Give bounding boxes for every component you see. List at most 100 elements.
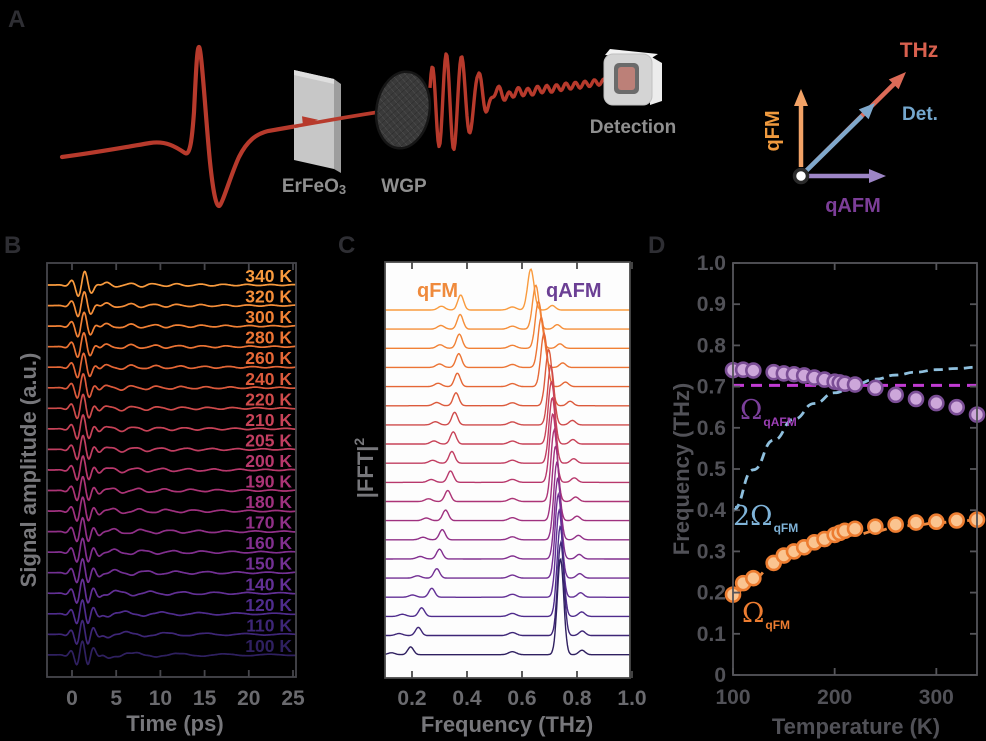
incident-pulse-waveform bbox=[59, 44, 297, 209]
fft-trace-110K bbox=[385, 539, 630, 637]
time-trace-100K bbox=[47, 640, 296, 666]
detector-cube bbox=[603, 49, 662, 106]
thz-vector-label: THz bbox=[900, 39, 939, 62]
temp-label-140K: 140 K bbox=[245, 574, 292, 594]
panel-d-tick-labels: 100 200 300 0 0.1 0.2 0.3 0.4 0.5 0.6 0.7 0.8 0.9 1.0 bbox=[697, 252, 954, 709]
data-point-qfm-280K bbox=[907, 514, 925, 531]
emitted-thz-oscillation bbox=[428, 52, 619, 152]
panel-c-ylabel: |FFT|2 bbox=[351, 438, 378, 499]
time-trace-160K bbox=[47, 537, 296, 563]
fft-trace-210K bbox=[385, 380, 630, 445]
beam-arrowhead bbox=[302, 116, 318, 126]
polarization-vector-diagram: THz Det. qFM qAFM bbox=[762, 39, 938, 217]
time-trace-170K bbox=[47, 516, 296, 543]
panel-d-frequency-vs-temperature: 100 200 300 0 0.1 0.2 0.3 0.4 0.5 0.6 0.7 0.8 0.9 1.0… bbox=[669, 252, 986, 739]
qafm-arrowhead bbox=[869, 169, 886, 183]
time-trace-110K bbox=[47, 619, 296, 646]
time-trace-150K bbox=[47, 557, 296, 584]
temp-label-300K: 300 K bbox=[245, 307, 292, 327]
panel-b-ticks bbox=[71, 263, 294, 677]
fft-trace-190K bbox=[385, 427, 630, 503]
det-arrowhead bbox=[858, 103, 875, 120]
data-point-qfm-220K bbox=[846, 520, 864, 538]
time-trace-120K bbox=[47, 598, 296, 625]
panel-d-scatter-points bbox=[724, 361, 986, 603]
time-trace-190K bbox=[47, 475, 296, 502]
fft-trace-320K bbox=[385, 284, 630, 330]
panel-c-plot-bg bbox=[385, 262, 630, 678]
fft-trace-280K bbox=[385, 316, 630, 369]
panel-a-schematic: ErFeO3 WGP Detection THz Det. qFM qAFM bbox=[59, 39, 938, 217]
x-tick-label: 20 bbox=[237, 687, 260, 710]
y-tick-label: 0.8 bbox=[697, 334, 727, 357]
y-tick-label: 0.6 bbox=[697, 417, 726, 440]
x-tick-label: 200 bbox=[817, 686, 852, 709]
time-trace-140K bbox=[47, 578, 296, 605]
detection-label: Detection bbox=[590, 117, 677, 138]
x-tick-label: 0.4 bbox=[452, 687, 482, 710]
temp-label-280K: 280 K bbox=[245, 328, 292, 348]
temp-label-340K: 340 K bbox=[245, 266, 292, 286]
panel-label-c: C bbox=[338, 232, 355, 259]
panel-c-tick-labels: 0.2 0.4 0.6 0.8 1.0 bbox=[397, 687, 646, 710]
wgp-polarizer bbox=[374, 70, 432, 150]
x-tick-label: 1.0 bbox=[617, 687, 646, 710]
fft-trace-205K bbox=[385, 396, 630, 464]
data-point-qafm-280K bbox=[907, 390, 925, 408]
qafm-peak-label: qAFM bbox=[546, 280, 602, 302]
emitted-wave-path bbox=[428, 52, 619, 152]
x-tick-label: 15 bbox=[193, 687, 217, 710]
time-trace-210K bbox=[47, 413, 296, 441]
x-tick-label: 0.6 bbox=[507, 687, 536, 710]
qfm-vector-label: qFM bbox=[762, 110, 784, 151]
y-tick-label: 0.2 bbox=[697, 582, 726, 605]
fft-trace-300K bbox=[385, 299, 630, 349]
x-tick-label: 0.8 bbox=[562, 687, 592, 710]
panel-label-b: B bbox=[4, 232, 21, 259]
x-tick-label: 0 bbox=[66, 687, 78, 710]
data-point-qfm-240K bbox=[867, 518, 884, 535]
data-point-qafm-300K bbox=[928, 394, 945, 412]
panel-label-d: D bbox=[648, 232, 665, 259]
fft-trace-340K bbox=[385, 268, 630, 311]
temp-label-150K: 150 K bbox=[245, 554, 292, 574]
data-point-qafm-260K bbox=[887, 386, 904, 404]
y-tick-label: 0 bbox=[714, 664, 726, 687]
x-tick-label: 100 bbox=[715, 686, 750, 709]
data-point-qfm-120K bbox=[745, 569, 762, 587]
fft-trace-240K bbox=[385, 348, 630, 407]
qfm-peak-label: qFM bbox=[417, 280, 458, 302]
panel-c-xlabel: Frequency (THz) bbox=[421, 712, 593, 737]
time-trace-220K bbox=[47, 393, 296, 420]
panel-b-frame bbox=[46, 262, 297, 678]
y-tick-label: 0.9 bbox=[697, 293, 726, 316]
fft-trace-220K bbox=[385, 363, 630, 426]
y-tick-label: 0.1 bbox=[697, 623, 727, 646]
y-tick-label: 0.5 bbox=[697, 458, 727, 481]
temp-label-180K: 180 K bbox=[245, 492, 292, 512]
data-point-qafm-320K bbox=[948, 398, 965, 416]
time-trace-205K bbox=[47, 434, 296, 461]
time-trace-180K bbox=[47, 496, 296, 522]
qafm-vector-label: qAFM bbox=[825, 195, 881, 217]
temp-label-260K: 260 K bbox=[245, 348, 292, 368]
det-vector-label: Det. bbox=[902, 104, 938, 125]
time-trace-200K bbox=[47, 454, 296, 482]
data-point-qfm-260K bbox=[887, 516, 904, 533]
panel-d-frame bbox=[732, 262, 978, 676]
temp-label-220K: 220 K bbox=[245, 389, 292, 409]
temp-label-170K: 170 K bbox=[245, 513, 292, 533]
fft-trace-100K bbox=[385, 557, 630, 656]
fft-trace-120K bbox=[385, 525, 630, 618]
qfm-arrowhead bbox=[794, 89, 808, 106]
panel-d-ticks bbox=[732, 262, 977, 676]
fft-trace-150K bbox=[385, 491, 630, 579]
time-trace-320K bbox=[47, 290, 296, 318]
temp-label-110K: 110 K bbox=[246, 615, 292, 635]
y-tick-label: 0.3 bbox=[697, 540, 726, 563]
panel-c-fft-spectra: qFM qAFM 0.2 0.4 0.6 0.8 1.0 Frequency (THz)… bbox=[351, 261, 647, 737]
